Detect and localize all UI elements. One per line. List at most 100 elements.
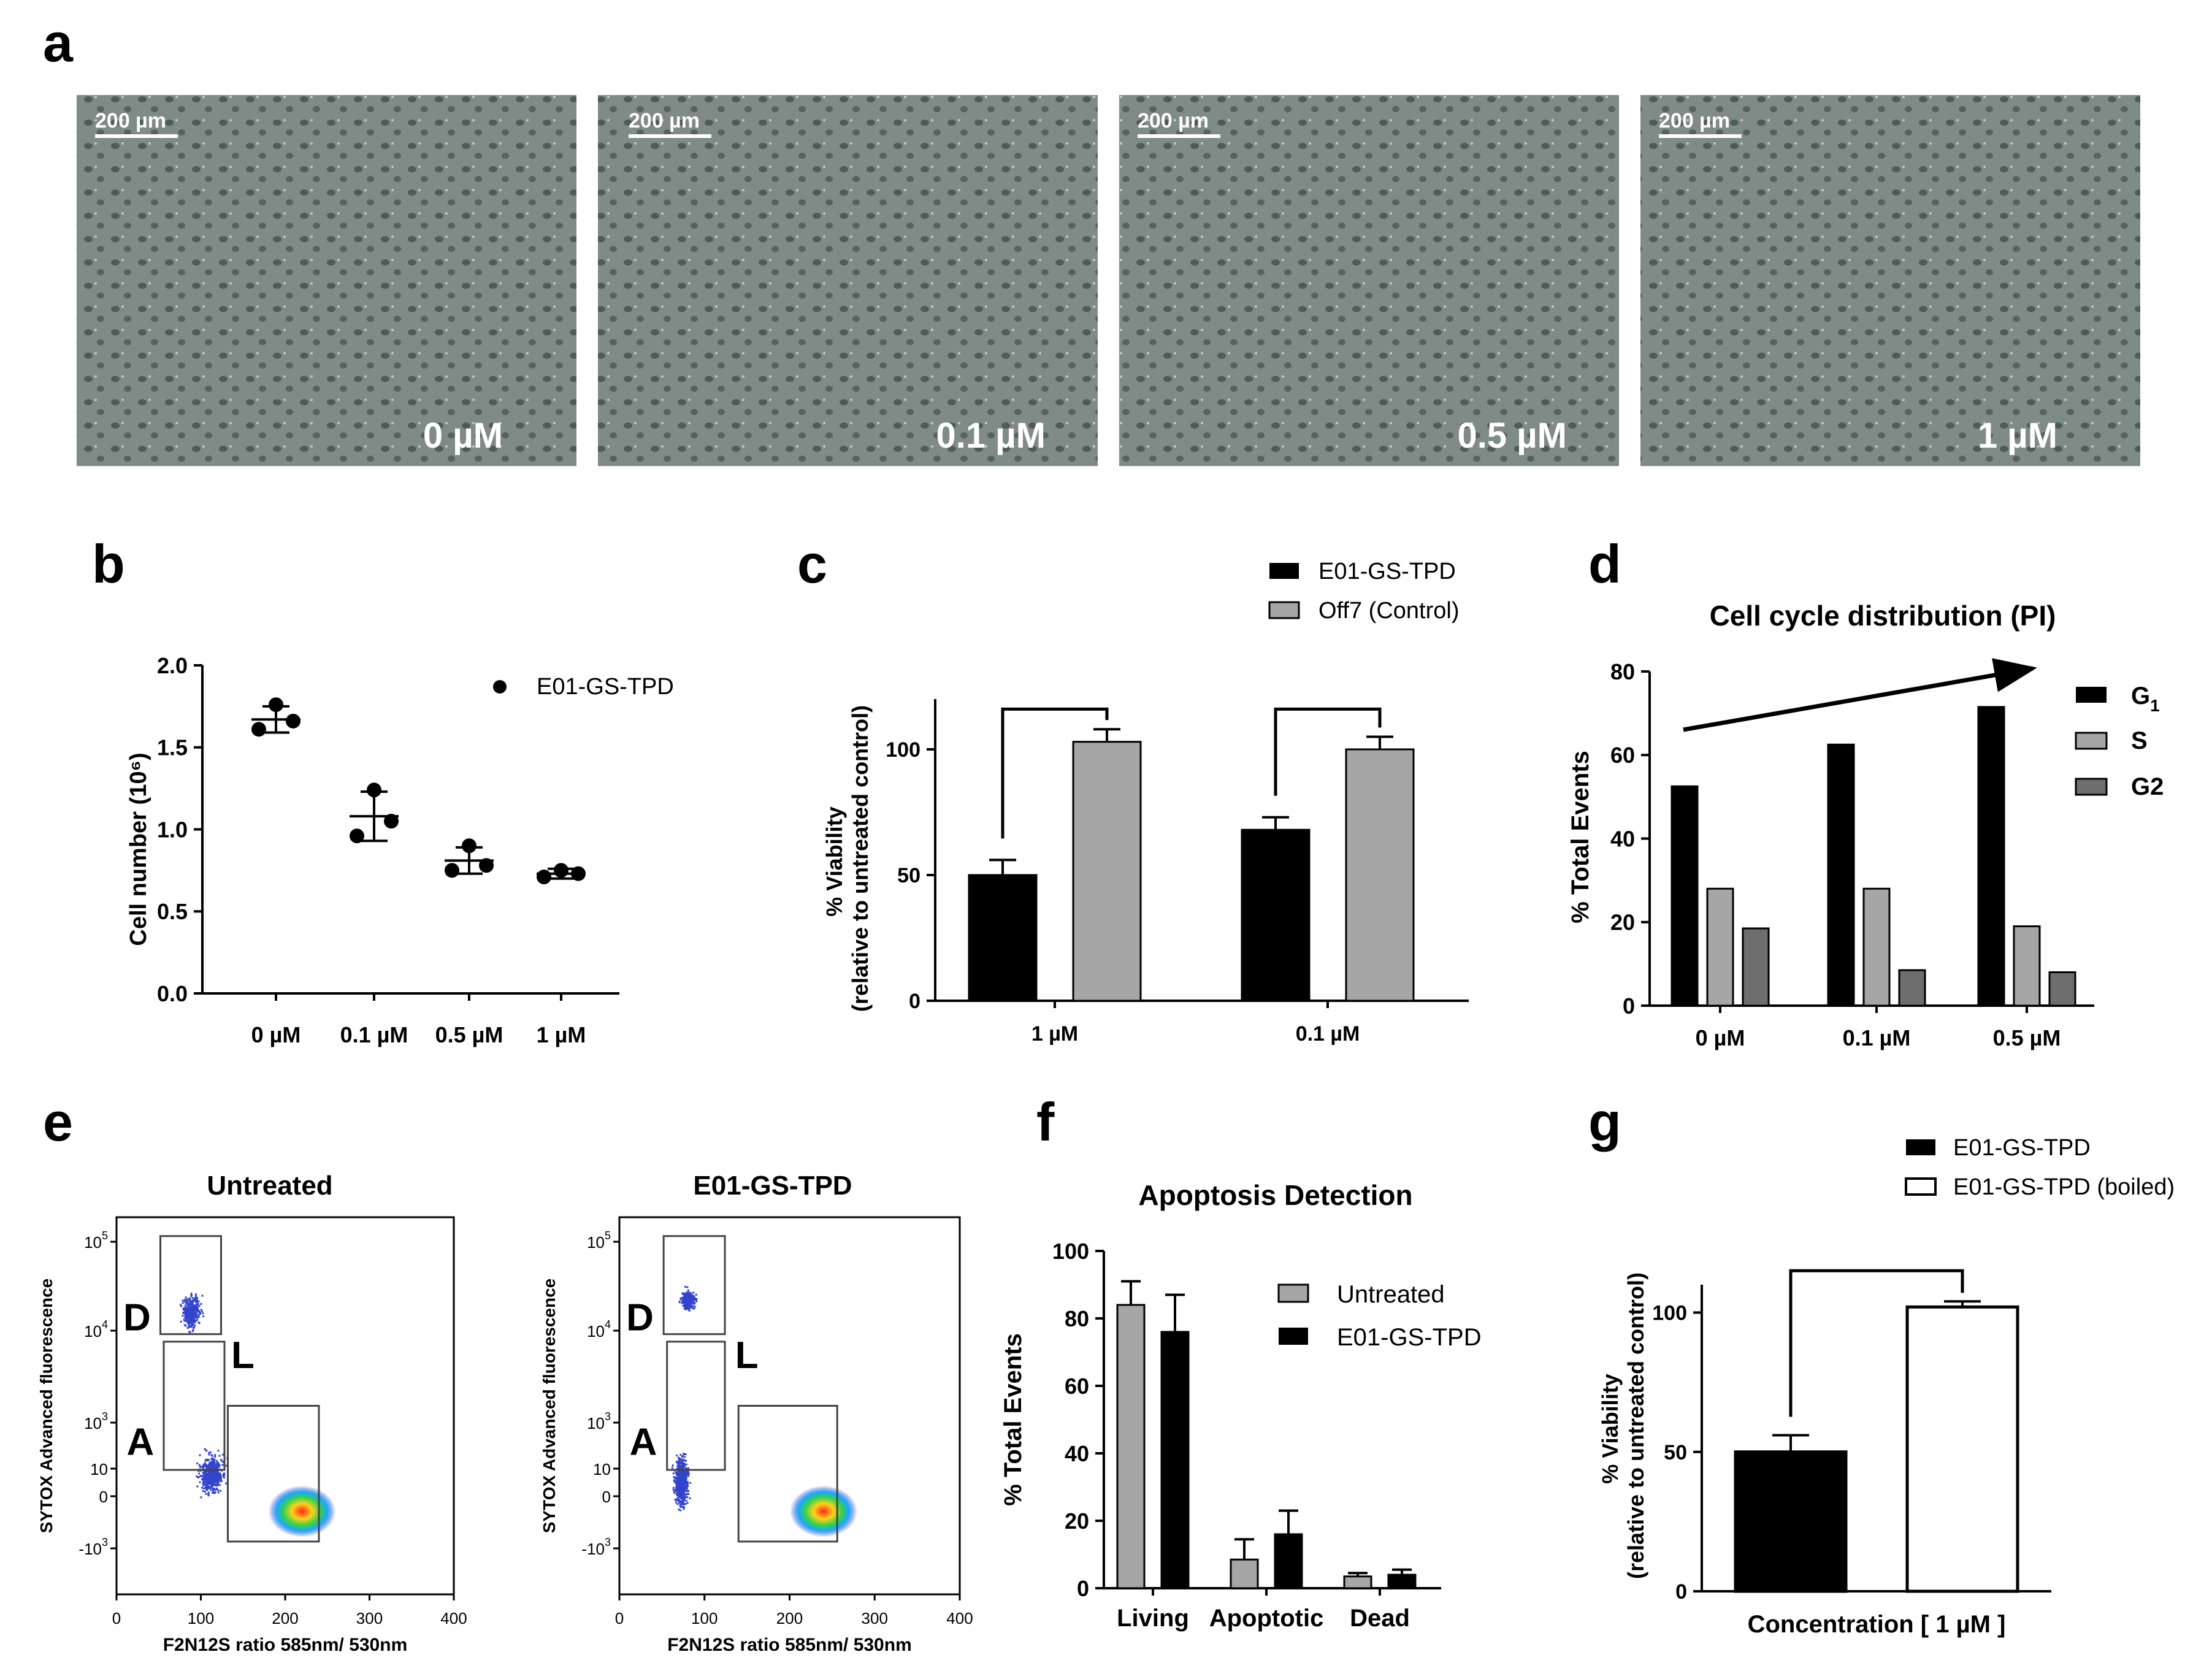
event-dot <box>190 1308 193 1310</box>
event-dot <box>205 1485 207 1488</box>
event-dot <box>183 1307 185 1309</box>
event-dot <box>221 1460 223 1463</box>
event-dot <box>674 1499 676 1501</box>
event-dot <box>195 1315 197 1317</box>
event-dot <box>196 1301 198 1304</box>
event-dot <box>682 1502 684 1504</box>
event-dot <box>210 1467 213 1469</box>
y-tick-label: 40 <box>1065 1441 1089 1466</box>
event-dot <box>213 1492 216 1494</box>
event-dot <box>689 1497 691 1499</box>
event-dot <box>682 1471 684 1474</box>
event-dot <box>225 1464 228 1467</box>
event-dot <box>675 1493 678 1496</box>
event-dot <box>196 1306 198 1308</box>
legend-swatch-g1 <box>2076 687 2107 703</box>
event-dot <box>212 1459 215 1462</box>
event-dot <box>681 1296 683 1299</box>
event-dot <box>691 1306 693 1308</box>
event-dot <box>196 1311 198 1313</box>
x-tick-label: 0.1 µM <box>1296 1022 1360 1046</box>
bar <box>1160 1331 1190 1589</box>
event-dot <box>683 1476 686 1478</box>
event-dot <box>223 1477 225 1479</box>
event-dot <box>185 1316 188 1318</box>
event-dot <box>681 1483 684 1485</box>
y-tick-label: 80 <box>1065 1306 1089 1331</box>
event-dot <box>201 1310 203 1313</box>
event-dot <box>679 1471 681 1474</box>
y-tick-label: 0 <box>1675 1580 1687 1604</box>
x-axis-label: F2N12S ratio 585nm/ 530nm <box>163 1635 408 1655</box>
event-dot <box>211 1455 213 1457</box>
event-dot <box>186 1299 188 1302</box>
event-dot <box>691 1299 693 1302</box>
event-dot <box>683 1497 686 1500</box>
event-dot <box>183 1318 185 1321</box>
event-dot <box>688 1296 691 1299</box>
event-dot <box>188 1300 190 1302</box>
event-dot <box>198 1472 201 1475</box>
x-tick-label: 0.1 µM <box>340 1022 408 1047</box>
event-dot <box>686 1299 688 1301</box>
legend-swatch-s <box>2075 732 2108 750</box>
event-dot <box>217 1473 220 1475</box>
event-dot <box>673 1491 676 1493</box>
event-dot <box>200 1466 202 1468</box>
bar <box>1706 887 1734 1007</box>
event-dot <box>194 1321 196 1323</box>
event-dot <box>214 1480 216 1483</box>
event-dot <box>686 1473 689 1475</box>
event-dot <box>195 1304 197 1307</box>
event-dot <box>678 1489 681 1492</box>
event-dot <box>202 1485 205 1487</box>
y-tick-label: 105 <box>84 1229 108 1252</box>
event-dot <box>683 1488 685 1490</box>
event-dot <box>194 1309 196 1311</box>
event-dot <box>188 1313 190 1315</box>
event-dot <box>220 1459 223 1461</box>
event-dot <box>676 1477 678 1479</box>
event-dot <box>681 1486 683 1488</box>
event-dot <box>189 1312 191 1315</box>
event-dot <box>684 1299 687 1302</box>
panel-b: Cell number (10⁶) 0.0 0.5 1.0 1.5 2.0 0 µM 0.1… <box>126 653 674 1047</box>
event-dot <box>207 1493 210 1496</box>
event-dot <box>689 1293 692 1295</box>
data-point <box>286 713 300 728</box>
event-dot <box>684 1463 686 1466</box>
event-dot <box>212 1489 215 1492</box>
event-dot <box>688 1304 691 1306</box>
bar <box>1343 1575 1372 1589</box>
event-dot <box>189 1302 191 1305</box>
event-dot <box>682 1465 684 1467</box>
event-dot <box>678 1462 681 1464</box>
event-dot <box>681 1459 683 1461</box>
event-dot <box>188 1307 191 1310</box>
event-dot <box>676 1492 678 1494</box>
event-dot <box>683 1307 686 1310</box>
y-tick-label: 1.5 <box>157 735 188 760</box>
event-dot <box>683 1496 685 1498</box>
event-dot <box>686 1307 688 1310</box>
bar <box>1230 1558 1259 1589</box>
event-dot <box>678 1499 681 1502</box>
event-dot <box>220 1489 222 1492</box>
event-dot <box>205 1464 207 1467</box>
event-dot <box>186 1310 188 1313</box>
event-dot <box>212 1461 215 1463</box>
event-dot <box>210 1461 212 1463</box>
event-dot <box>194 1299 197 1301</box>
event-dot <box>210 1475 213 1478</box>
event-dot <box>676 1488 678 1491</box>
event-dot <box>675 1501 677 1504</box>
event-dot <box>215 1481 218 1483</box>
significance-bracket <box>1274 707 1382 796</box>
event-dot <box>684 1481 686 1483</box>
y-tick-exponent: 3 <box>605 1536 611 1548</box>
event-dot <box>216 1463 219 1466</box>
legend-swatch-black <box>1906 1139 1935 1155</box>
event-dot <box>217 1463 220 1465</box>
event-dot <box>210 1475 212 1477</box>
y-tick-label: 20 <box>1610 910 1635 935</box>
